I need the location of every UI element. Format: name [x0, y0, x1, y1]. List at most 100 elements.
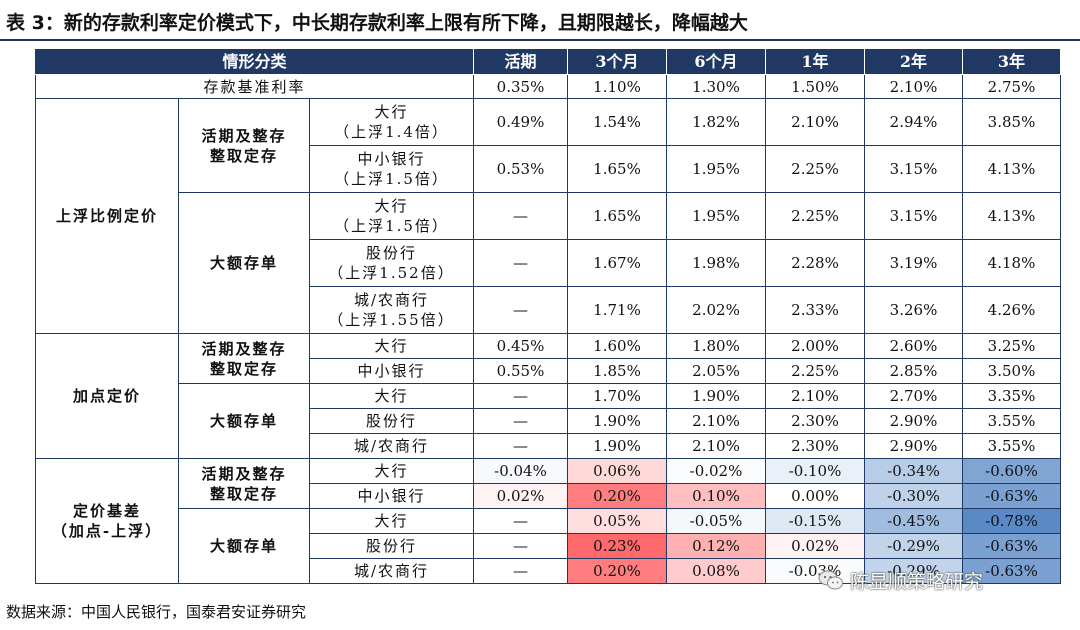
cell: 1.70% [567, 383, 667, 409]
cell: 2.94% [864, 98, 963, 146]
bank-label: 城/农商行 （上浮1.55倍） [309, 286, 474, 334]
cell: 3.15% [864, 145, 963, 193]
cell: 1.65% [567, 145, 667, 193]
cell: 3.35% [962, 383, 1061, 409]
cell: 0.45% [473, 333, 568, 359]
cell: 1.60% [567, 333, 667, 359]
cell: 2.75% [962, 74, 1061, 99]
bank-label: 股份行 [309, 408, 474, 434]
heat-cell: -0.30% [864, 483, 963, 509]
heat-cell: -0.29% [864, 558, 963, 584]
heat-cell: -0.15% [765, 508, 865, 534]
bank-label: 城/农商行 [309, 558, 474, 584]
header-col: 1年 [765, 48, 865, 75]
cell: — [473, 383, 568, 409]
cell: 2.60% [864, 333, 963, 359]
table-row: 中小银行 0.02% 0.20% 0.10% 0.00% -0.30% -0.6… [36, 483, 1061, 509]
bank-label: 股份行 （上浮1.52倍） [309, 239, 474, 287]
heat-cell: 0.00% [765, 483, 865, 509]
bank-label: 中小银行 （上浮1.5倍） [309, 145, 474, 193]
source-note: 数据来源：中国人民银行，国泰君安证券研究 [6, 603, 307, 621]
watermark: 陈显顺策略研究 [818, 565, 1048, 595]
cell: 4.13% [962, 145, 1061, 193]
heat-cell: -0.02% [666, 458, 766, 484]
cell: 1.95% [666, 192, 766, 240]
cell: 2.30% [765, 408, 865, 434]
cell: 4.26% [962, 286, 1061, 334]
heat-cell: -0.63% [962, 558, 1061, 584]
watermark-text: 陈显顺策略研究 [850, 570, 984, 593]
sub-label: 大额存单 [178, 508, 310, 584]
table-row: 股份行 （上浮1.52倍） — 1.67% 1.98% 2.28% 3.19% … [36, 239, 1061, 287]
cell: 0.55% [473, 358, 568, 384]
heat-cell: 0.20% [567, 558, 667, 584]
cell: 0.53% [473, 145, 568, 193]
heat-cell: -0.04% [473, 458, 568, 484]
cell: 2.10% [666, 408, 766, 434]
header-row: 情形分类 活期 3个月 6个月 1年 2年 3年 [35, 48, 1061, 75]
cell: 1.95% [666, 145, 766, 193]
cell: 2.05% [666, 358, 766, 384]
cell: 2.30% [765, 433, 865, 459]
wechat-icon [818, 570, 843, 590]
bank-label: 中小银行 [309, 358, 474, 384]
heat-cell: 0.10% [666, 483, 766, 509]
cell: 2.33% [765, 286, 865, 334]
sub-label: 大额存单 [178, 192, 310, 334]
heat-cell: -0.03% [765, 558, 865, 584]
rate-table: 情形分类 活期 3个月 6个月 1年 2年 3年 存款基准利率 0.35% 1.… [35, 48, 1061, 584]
benchmark-label: 存款基准利率 [35, 74, 474, 99]
cell: 2.10% [864, 74, 963, 99]
heat-cell: -0.10% [765, 458, 865, 484]
bank-label: 中小银行 [309, 483, 474, 509]
table-row: 股份行 — 1.90% 2.10% 2.30% 2.90% 3.55% [36, 408, 1061, 434]
cell: 3.55% [962, 408, 1061, 434]
cell: 3.50% [962, 358, 1061, 384]
cell: 0.49% [473, 98, 568, 146]
cell: 0.35% [473, 74, 568, 99]
table-row: 上浮比例定价 活期及整存 整取定存 大行 （上浮1.4倍） 0.49% 1.54… [35, 98, 1061, 334]
group-label-diff: 定价基差 （加点-上浮） [35, 458, 179, 584]
heat-cell: -0.60% [962, 458, 1061, 484]
heat-cell: -0.63% [962, 533, 1061, 559]
heat-cell: 0.02% [473, 483, 568, 509]
cell: 3.26% [864, 286, 963, 334]
heat-cell: 0.12% [666, 533, 766, 559]
table-row: 大额存单 大行 — 0.05% -0.05% -0.15% -0.45% -0.… [36, 508, 1061, 584]
cell: 1.90% [567, 408, 667, 434]
cell: 1.30% [666, 74, 766, 99]
table-row: 加点定价 活期及整存 整取定存 大行 0.45% 1.60% 1.80% 2.0… [35, 333, 1061, 459]
bank-label: 大行 （上浮1.5倍） [309, 192, 474, 240]
cell: 1.50% [765, 74, 865, 99]
cell: 1.90% [567, 433, 667, 459]
heat-cell: 0.23% [567, 533, 667, 559]
cell: 3.55% [962, 433, 1061, 459]
heat-cell: -0.34% [864, 458, 963, 484]
cell: 3.15% [864, 192, 963, 240]
sub-label: 大额存单 [178, 383, 310, 459]
cell: 2.25% [765, 145, 865, 193]
cell: 1.80% [666, 333, 766, 359]
group-label-float: 上浮比例定价 [35, 98, 179, 334]
cell: 1.90% [666, 383, 766, 409]
table-row: 城/农商行 — 0.20% 0.08% -0.03% -0.29% -0.63% [36, 558, 1061, 584]
cell: 3.25% [962, 333, 1061, 359]
cell: 2.10% [765, 383, 865, 409]
cell: 2.00% [765, 333, 865, 359]
heat-cell: 0.08% [666, 558, 766, 584]
table-title: 表 3：新的存款利率定价模式下，中长期存款利率上限有所下降，且期限越长，降幅越大 [6, 12, 748, 34]
cell: 3.19% [864, 239, 963, 287]
heat-cell: — [473, 533, 568, 559]
cell: — [473, 239, 568, 287]
header-col: 2年 [864, 48, 963, 75]
cell: 2.02% [666, 286, 766, 334]
heat-cell: 0.05% [567, 508, 667, 534]
table-row: 城/农商行 （上浮1.55倍） — 1.71% 2.02% 2.33% 3.26… [36, 286, 1061, 334]
cell: 3.85% [962, 98, 1061, 146]
benchmark-row: 存款基准利率 0.35% 1.10% 1.30% 1.50% 2.10% 2.7… [35, 74, 1061, 99]
heat-cell: — [473, 558, 568, 584]
header-col: 3个月 [567, 48, 667, 75]
cell: 2.28% [765, 239, 865, 287]
cell: 4.18% [962, 239, 1061, 287]
cell: — [473, 433, 568, 459]
